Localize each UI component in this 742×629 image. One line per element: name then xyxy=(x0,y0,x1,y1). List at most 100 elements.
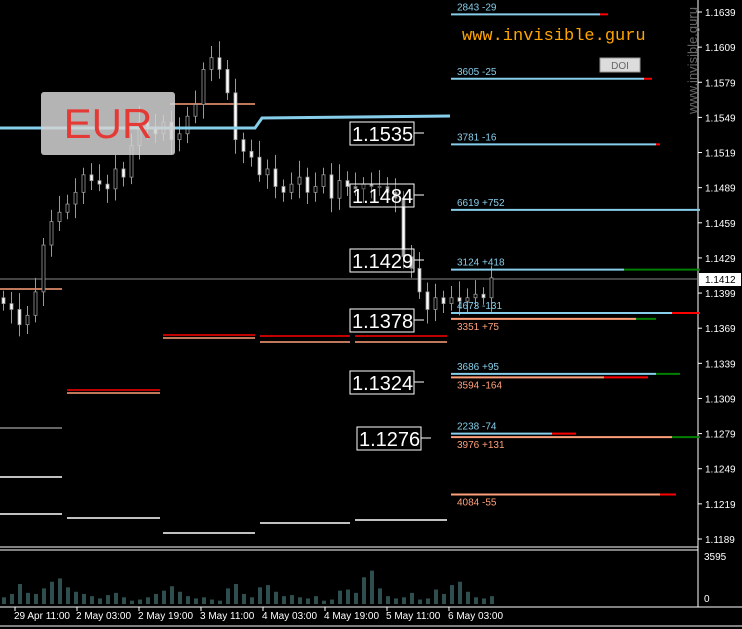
candle xyxy=(441,297,446,305)
order-levels: 2843 -29 3605 -25 3781 -16 6619 +752 3124 +4… xyxy=(451,2,700,508)
volume-bar xyxy=(346,589,350,604)
volume-bar xyxy=(58,578,62,604)
order-label: 3781 -16 xyxy=(457,132,497,143)
candle xyxy=(241,139,246,152)
current-price-label: 1.1412 xyxy=(705,275,736,286)
volume-bar xyxy=(2,597,6,604)
volume-bar xyxy=(218,600,222,604)
volume-bar xyxy=(130,600,134,604)
candle xyxy=(449,297,454,305)
candle xyxy=(337,180,342,199)
order-label: 2238 -74 xyxy=(457,422,497,433)
volume-bar xyxy=(186,596,190,604)
volume-bar xyxy=(178,591,182,604)
candle xyxy=(321,174,326,187)
candle xyxy=(257,156,262,176)
volume-bar xyxy=(114,592,118,604)
level-box-value: 1.1378 xyxy=(352,311,413,333)
candle xyxy=(73,191,78,205)
price-tick-label: 1.1309 xyxy=(705,394,736,405)
candle xyxy=(377,186,382,188)
price-tick-label: 1.1369 xyxy=(705,324,736,335)
candle xyxy=(65,203,70,213)
order-label: 3124 +418 xyxy=(457,258,505,269)
price-tick-label: 1.1459 xyxy=(705,219,736,230)
price-tick-label: 1.1219 xyxy=(705,500,736,511)
watermark-url: www.invisible.guru xyxy=(462,27,646,46)
candle xyxy=(201,68,206,105)
candle xyxy=(289,183,294,193)
candle xyxy=(9,303,14,310)
volume-bar xyxy=(378,588,382,604)
order-label: 6619 +752 xyxy=(457,198,505,209)
candle xyxy=(193,104,198,117)
candle xyxy=(489,277,494,299)
volume-bar xyxy=(330,599,334,604)
candle xyxy=(17,309,22,326)
volume-bar xyxy=(322,600,326,604)
candle xyxy=(313,186,318,193)
level-box-value: 1.1276 xyxy=(359,429,420,451)
volume-bar xyxy=(90,596,94,604)
candle xyxy=(97,180,102,185)
price-tick-label: 1.1489 xyxy=(705,184,736,195)
volume-bar xyxy=(426,598,430,604)
symbol-badge xyxy=(41,92,175,155)
volume-bar xyxy=(42,588,46,604)
volume-bar xyxy=(138,599,142,604)
volume-bar xyxy=(362,577,366,604)
volume-bar xyxy=(66,587,70,604)
volume-bar xyxy=(354,592,358,604)
candle xyxy=(89,174,94,182)
candle xyxy=(113,168,118,190)
volume-bar xyxy=(298,597,302,604)
time-tick-label: 6 May 03:00 xyxy=(448,611,503,622)
candle xyxy=(281,186,286,193)
candle xyxy=(417,268,422,293)
symbol-badge-text: EUR xyxy=(64,100,153,147)
volume-bar xyxy=(74,591,78,604)
candle xyxy=(225,68,230,94)
volume-bar xyxy=(154,593,158,604)
time-tick-label: 5 May 11:00 xyxy=(386,611,441,622)
price-tick-label: 1.1399 xyxy=(705,289,736,300)
candle xyxy=(393,191,398,199)
volume-bar xyxy=(402,597,406,604)
price-tick-label: 1.1519 xyxy=(705,149,736,160)
volume-bar xyxy=(370,570,374,604)
time-tick-label: 4 May 19:00 xyxy=(324,611,379,622)
price-tick-label: 1.1249 xyxy=(705,465,736,476)
candle xyxy=(385,186,390,193)
volume-bar xyxy=(466,591,470,604)
level-boxes: 1.1535 1.1484 1.1429 1.1378 1.1324 1.1276 xyxy=(349,121,431,451)
doi-button[interactable]: DOI xyxy=(599,57,641,73)
volume-bar xyxy=(418,599,422,604)
order-label: 3605 -25 xyxy=(457,67,497,78)
volume-bar xyxy=(146,597,150,604)
volume-bar xyxy=(106,595,110,604)
order-label: 2843 -29 xyxy=(457,2,497,13)
volume-bar xyxy=(234,583,238,604)
volume-bar xyxy=(258,587,262,604)
time-tick-label: 29 Apr 11:00 xyxy=(14,611,70,622)
volume-bar xyxy=(314,596,318,604)
volume-bar xyxy=(282,596,286,604)
candle xyxy=(25,314,30,326)
candle xyxy=(265,168,270,176)
candle xyxy=(185,115,190,135)
volume-bar xyxy=(10,593,14,604)
volume-bar xyxy=(226,588,230,604)
volume-bar xyxy=(274,591,278,604)
candle xyxy=(105,183,110,190)
order-label: 3686 +95 xyxy=(457,362,499,373)
candle xyxy=(41,244,46,293)
candle xyxy=(177,133,182,141)
price-tick-label: 1.1549 xyxy=(705,113,736,124)
order-label: 3351 +75 xyxy=(457,322,499,333)
candle xyxy=(233,92,238,141)
volume-max-label: 3595 xyxy=(704,552,727,563)
level-box-value: 1.1429 xyxy=(352,251,413,273)
volume-bar xyxy=(394,598,398,604)
horizontal-levels xyxy=(0,103,447,534)
